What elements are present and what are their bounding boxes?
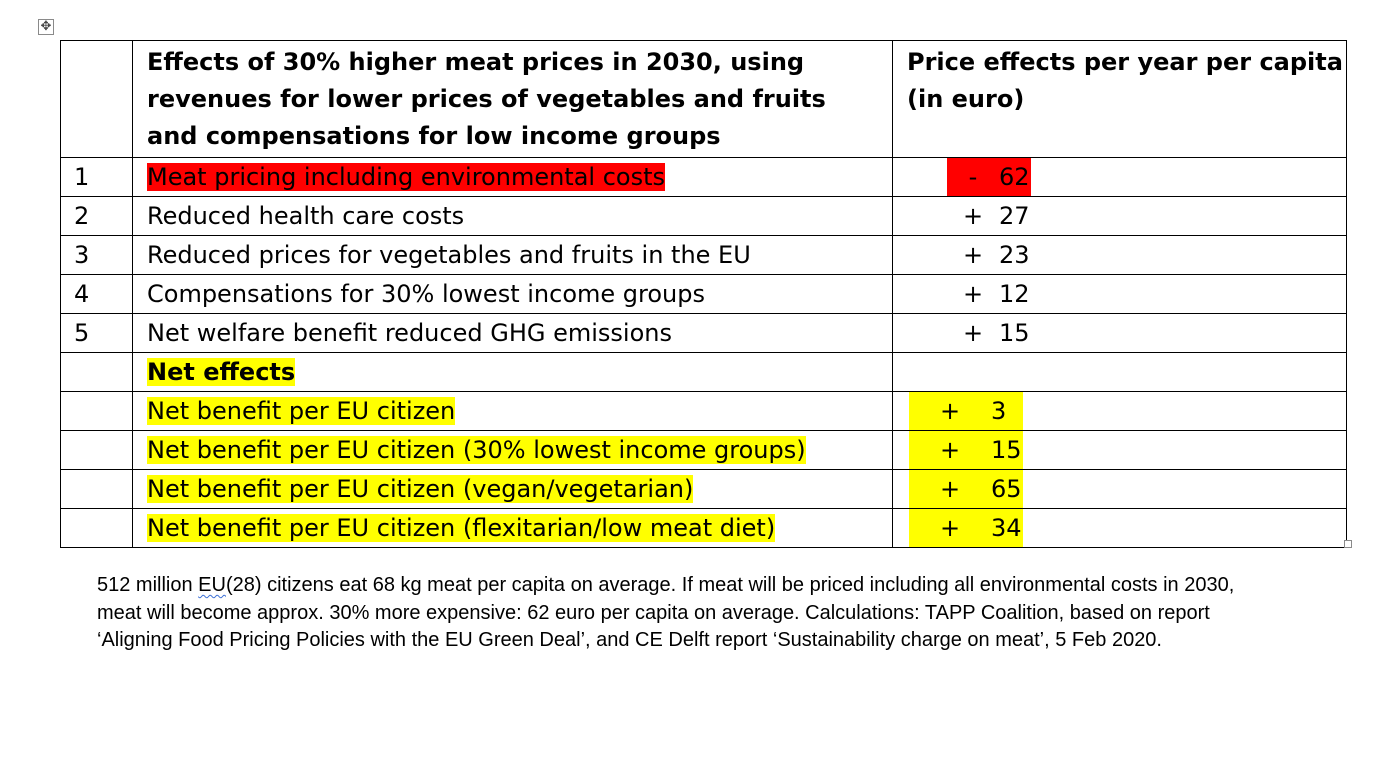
row-price: +34 (909, 509, 1023, 547)
table-row: 2 Reduced health care costs +27 (60, 196, 1347, 236)
header-description-cell: Effects of 30% higher meat prices in 203… (132, 40, 893, 158)
row-price-sign: + (962, 280, 984, 308)
table-row: 4 Compensations for 30% lowest income gr… (60, 274, 1347, 314)
row-price-empty (892, 352, 1347, 392)
net-effects-heading: Net effects (147, 358, 296, 386)
row-label: Reduced health care costs (147, 202, 465, 230)
footnote-text-rest: (28) citizens eat 68 kg meat per capita … (97, 574, 1235, 651)
row-number: 3 (60, 235, 133, 275)
header-number-cell (60, 40, 133, 158)
row-label: Reduced prices for vegetables and fruits… (147, 241, 751, 269)
table-row: 3 Reduced prices for vegetables and frui… (60, 235, 1347, 275)
row-price-value: 34 (991, 514, 1022, 542)
table-row: Net benefit per EU citizen (flexitarian/… (60, 508, 1347, 548)
row-number (60, 430, 133, 470)
row-number: 5 (60, 313, 133, 353)
row-label: Compensations for 30% lowest income grou… (147, 280, 705, 308)
row-number (60, 508, 133, 548)
row-price-value: 27 (999, 202, 1030, 230)
table-row: Net benefit per EU citizen +3 (60, 391, 1347, 431)
row-price: +15 (909, 431, 1023, 469)
row-number (60, 469, 133, 509)
row-price-value: 12 (999, 280, 1030, 308)
row-label: Net benefit per EU citizen (flexitarian/… (147, 514, 776, 542)
row-number: 4 (60, 274, 133, 314)
row-price-sign: + (939, 514, 961, 542)
row-price-value: 3 (991, 397, 1007, 425)
row-price: +65 (909, 470, 1023, 508)
table-row-net-effects: Net effects (60, 352, 1347, 392)
price-effects-table: Effects of 30% higher meat prices in 203… (60, 40, 1347, 548)
row-price-value: 65 (991, 475, 1022, 503)
row-label: Net benefit per EU citizen (30% lowest i… (147, 436, 806, 464)
row-price-value: 62 (999, 163, 1030, 191)
row-number: 1 (60, 157, 133, 197)
footnote-text-start: 512 million (97, 574, 199, 596)
row-label: Net welfare benefit reduced GHG emission… (147, 319, 672, 347)
row-price: +23 (947, 237, 1031, 274)
row-price-value: 23 (999, 241, 1030, 269)
table-row: Net benefit per EU citizen (vegan/vegeta… (60, 469, 1347, 509)
footnote-paragraph: 512 million EU(28) citizens eat 68 kg me… (97, 572, 1257, 655)
table-resize-handle-icon[interactable] (1344, 540, 1352, 548)
row-price-sign: + (939, 436, 961, 464)
header-price-cell: Price effects per year per capita (in eu… (892, 40, 1347, 158)
row-number (60, 391, 133, 431)
row-price: +15 (947, 315, 1031, 352)
row-price-sign: + (962, 202, 984, 230)
row-price-sign: + (939, 475, 961, 503)
table-header-row: Effects of 30% higher meat prices in 203… (60, 40, 1347, 158)
row-price-value: 15 (991, 436, 1022, 464)
row-label: Net benefit per EU citizen (vegan/vegeta… (147, 475, 694, 503)
table-row: 1 Meat pricing including environmental c… (60, 157, 1347, 197)
table-move-handle-icon[interactable]: ✥ (38, 19, 54, 35)
row-number (60, 352, 133, 392)
table-row: Net benefit per EU citizen (30% lowest i… (60, 430, 1347, 470)
row-price-sign: + (962, 241, 984, 269)
row-number: 2 (60, 196, 133, 236)
row-price: +27 (947, 198, 1031, 235)
row-price-sign: + (962, 319, 984, 347)
row-price: -62 (947, 158, 1031, 196)
table-row: 5 Net welfare benefit reduced GHG emissi… (60, 313, 1347, 353)
row-price-value: 15 (999, 319, 1030, 347)
spellcheck-flagged-word: EU (198, 574, 226, 596)
row-price: +3 (909, 392, 1023, 430)
row-label: Meat pricing including environmental cos… (147, 163, 666, 191)
row-price-sign: + (939, 397, 961, 425)
row-price: +12 (947, 276, 1031, 313)
row-price-sign: - (968, 163, 978, 191)
row-label: Net benefit per EU citizen (147, 397, 456, 425)
